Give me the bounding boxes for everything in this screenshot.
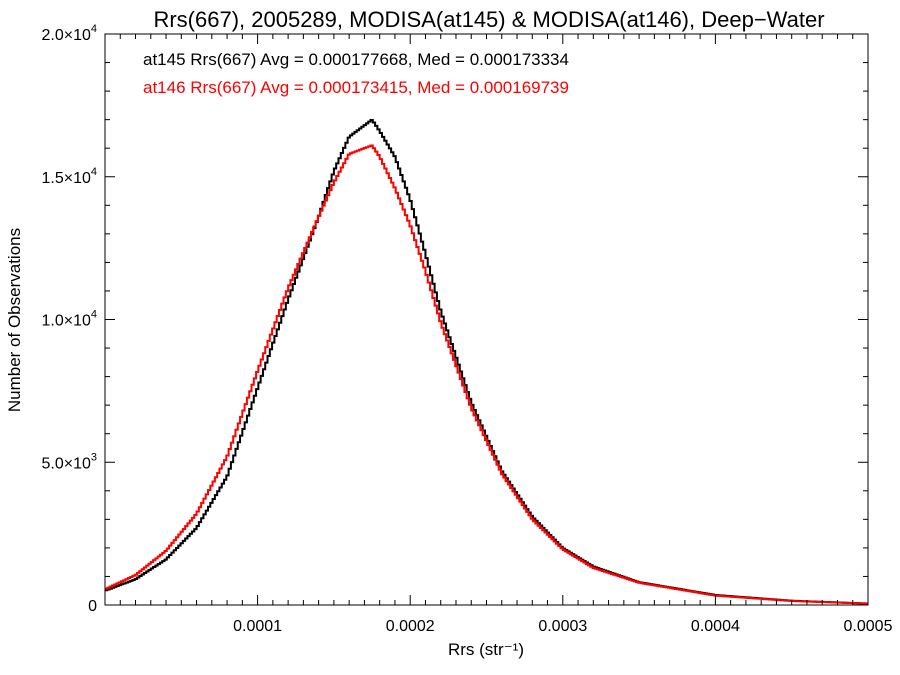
y-tick-label: 5.0×103	[41, 451, 97, 472]
y-tick-label: 1.5×104	[41, 166, 97, 187]
x-tick-label: 0.0005	[844, 618, 893, 635]
y-axis-label: Number of Observations	[5, 228, 24, 412]
y-tick-label: 2.0×104	[41, 23, 97, 44]
annotation-at146: at146 Rrs(667) Avg = 0.000173415, Med = …	[143, 78, 569, 97]
ticks-layer: 0.0001 0.0002 0.0003 0.0004 0.0005 0 5.0×103 1.…	[41, 23, 892, 635]
series-line-1	[105, 118, 869, 605]
x-tick-label: 0.0003	[538, 618, 587, 635]
x-tick-label: 0.0004	[691, 618, 740, 635]
x-axis-label: Rrs (str⁻¹)	[448, 640, 524, 659]
x-tick-label: 0.0002	[386, 618, 435, 635]
plot-frame	[104, 33, 869, 606]
series-layer	[105, 118, 869, 605]
y-tick-label: 1.0×104	[41, 309, 97, 330]
chart-title: Rrs(667), 2005289, MODISA(at145) & MODIS…	[153, 7, 824, 32]
series-line-2	[105, 144, 869, 605]
x-tick-label: 0.0001	[233, 618, 282, 635]
annotation-at145: at145 Rrs(667) Avg = 0.000177668, Med = …	[143, 50, 569, 69]
y-tick-label: 0	[88, 598, 97, 615]
